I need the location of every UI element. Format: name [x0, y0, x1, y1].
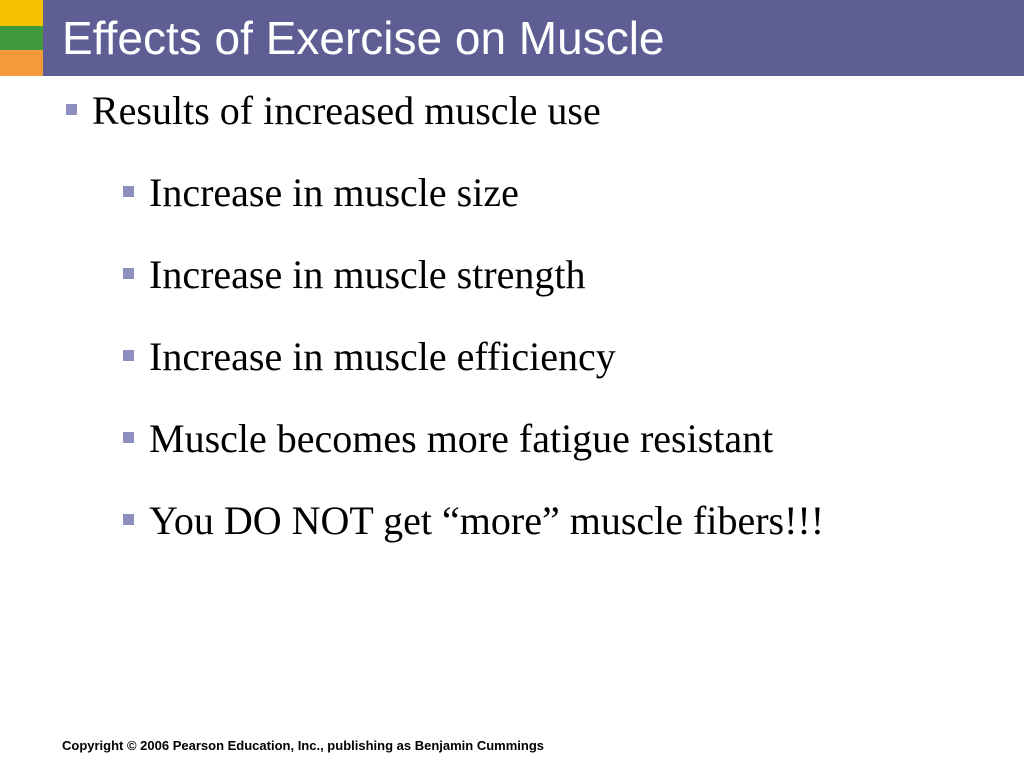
slide-title: Effects of Exercise on Muscle	[62, 12, 665, 64]
copyright-footer: Copyright © 2006 Pearson Education, Inc.…	[62, 738, 544, 753]
sub-bullet-text: Increase in muscle efficiency	[149, 334, 616, 379]
square-bullet-icon	[123, 186, 134, 197]
square-bullet-icon	[123, 432, 134, 443]
square-bullet-icon	[123, 350, 134, 361]
sub-bullet-text: Increase in muscle strength	[149, 252, 586, 297]
sub-bullet-text: Muscle becomes more fatigue resistant	[149, 416, 774, 461]
accent-strip-green	[0, 26, 43, 50]
accent-strip-orange	[0, 50, 43, 76]
accent-strip-yellow	[0, 0, 43, 26]
title-bar	[43, 0, 1024, 76]
sub-bullet-text: You DO NOT get “more” muscle fibers!!!	[149, 498, 825, 543]
sub-bullet-text: Increase in muscle size	[149, 170, 519, 215]
square-bullet-icon	[123, 514, 134, 525]
main-bullet-text: Results of increased muscle use	[92, 88, 601, 133]
square-bullet-icon	[123, 268, 134, 279]
square-bullet-icon	[66, 104, 77, 115]
